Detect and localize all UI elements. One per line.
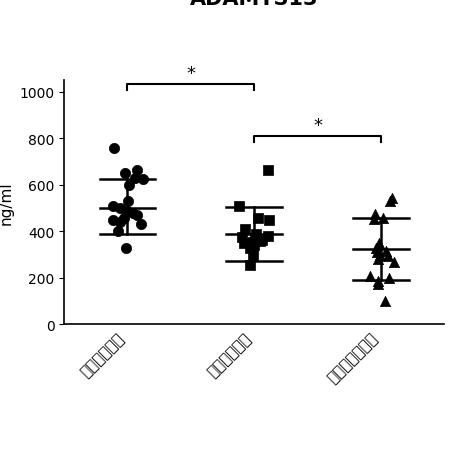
Point [130,210,137,217]
Point [254,214,261,221]
Point [114,228,122,235]
Point [374,256,382,263]
Point [246,262,253,269]
Point [385,275,393,282]
Title: ADAMTS13: ADAMTS13 [190,0,318,9]
Point [246,244,254,252]
Point [367,272,374,280]
Point [386,198,393,205]
Point [373,249,380,257]
Point [124,198,131,205]
Point [122,244,130,252]
Point [382,248,390,255]
Point [137,221,145,229]
Point [125,182,132,189]
Point [235,203,242,210]
Point [131,175,138,182]
Point [388,195,396,202]
Point [251,235,259,243]
Point [134,212,141,219]
Point [265,167,272,174]
Point [259,236,266,244]
Point [140,176,147,184]
Point [376,252,383,259]
Point [110,203,117,210]
Point [252,230,259,238]
Point [376,240,383,247]
Point [242,226,249,233]
Point [250,242,257,249]
Point [370,216,377,223]
Point [391,258,398,266]
Point [133,167,140,174]
Point [384,253,392,260]
Point [380,214,387,221]
Point [250,239,257,246]
Point [372,244,380,252]
Point [117,219,124,226]
Point [382,298,389,305]
Point [265,217,273,224]
Point [124,207,131,215]
Text: *: * [313,117,322,135]
Point [371,211,378,218]
Y-axis label: ng/ml: ng/ml [0,181,14,225]
Point [116,205,124,212]
Point [122,170,129,178]
Point [120,214,127,221]
Text: *: * [186,65,195,83]
Point [109,217,117,224]
Point [375,278,382,285]
Point [110,145,117,152]
Point [375,281,382,288]
Point [264,233,271,240]
Point [239,234,246,241]
Point [250,252,257,259]
Point [256,238,263,245]
Point [241,240,248,247]
